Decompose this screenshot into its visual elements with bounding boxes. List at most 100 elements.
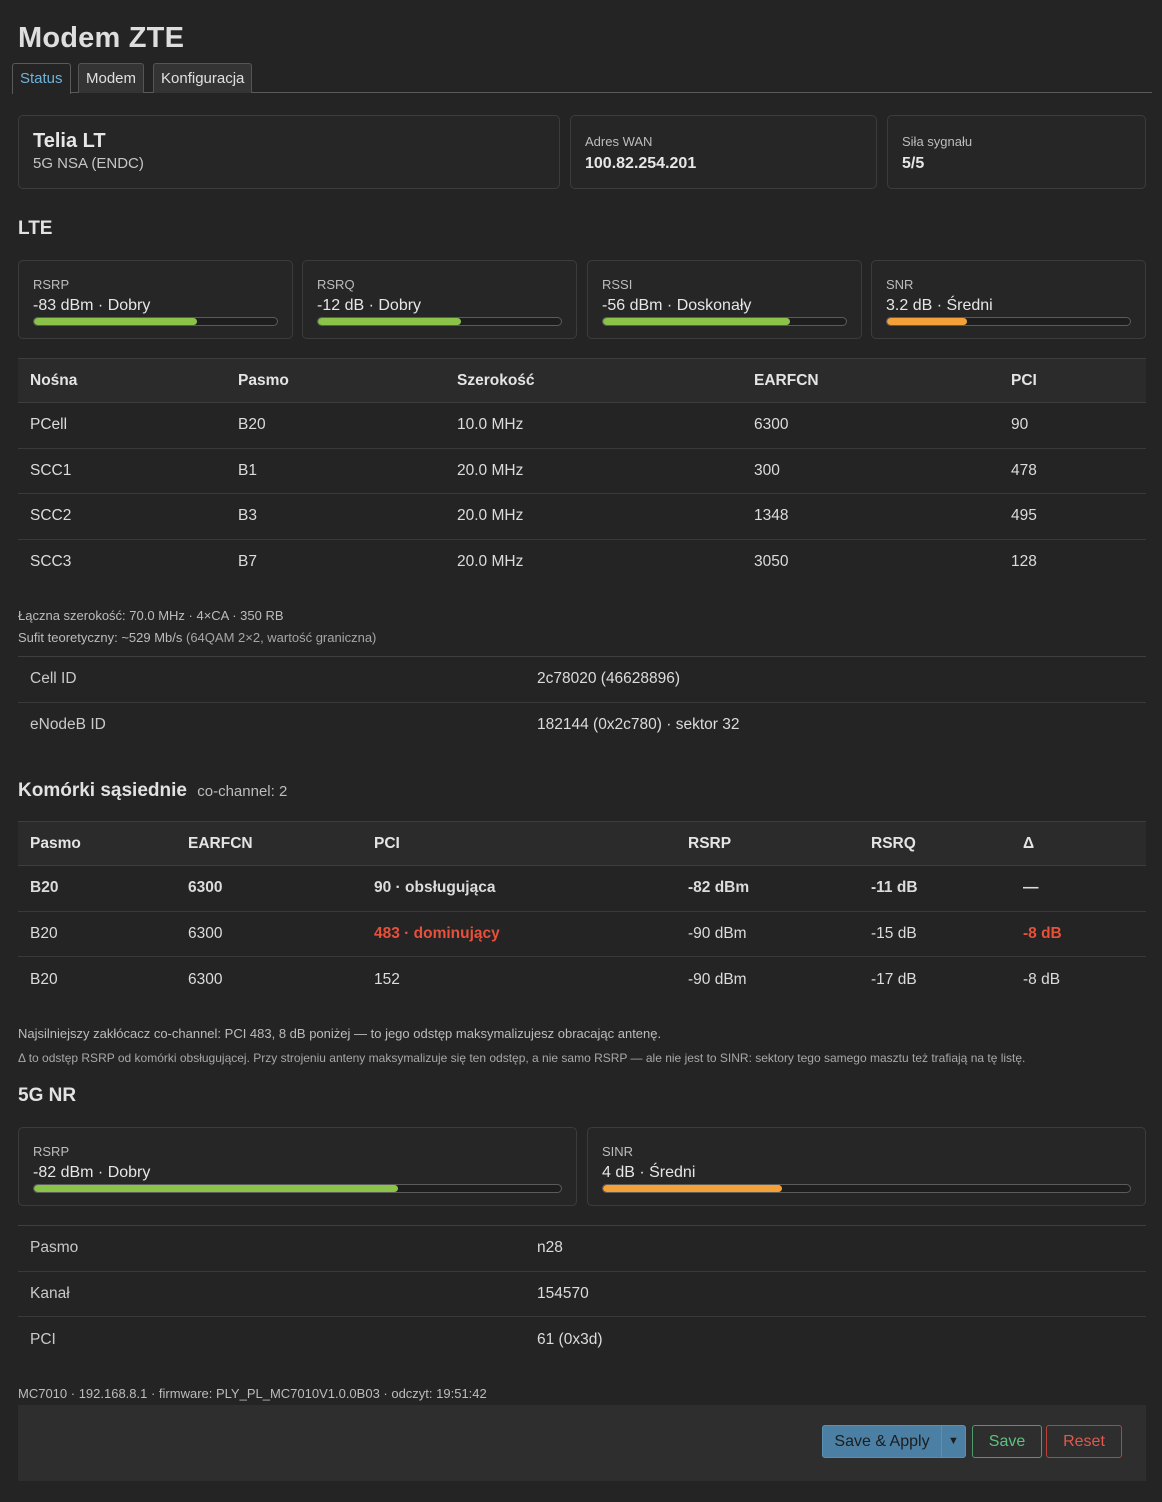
table-row: SCC2 B3 20.0 MHz 1348 495 xyxy=(18,493,1146,540)
table-cell: 20.0 MHz xyxy=(457,553,524,570)
table-cell: 10.0 MHz xyxy=(445,402,742,449)
table-header-row: Nośna Pasmo Szerokość EARFCN PCI xyxy=(18,358,1146,403)
table-cell: SCC2 xyxy=(18,493,226,540)
table-cell: -90 dBm xyxy=(688,970,747,988)
table-cell: 478 xyxy=(999,448,1146,494)
page-title: Modem ZTE xyxy=(18,22,185,54)
info-label: eNodeB ID xyxy=(30,716,106,733)
table-cell: 3050 xyxy=(754,553,789,570)
table-row: PCell B20 10.0 MHz 6300 90 xyxy=(18,402,1146,449)
table-cell: -82 dBm xyxy=(676,865,859,912)
reset-button[interactable]: Reset xyxy=(1046,1425,1122,1458)
save-apply-dropdown-button[interactable]: ▼ xyxy=(941,1425,966,1458)
table-cell: 90 · obsługująca xyxy=(362,865,676,912)
table-cell: B20 xyxy=(226,402,445,449)
table-cell: SCC3 xyxy=(30,553,72,570)
table-cell: 6300 xyxy=(176,865,362,912)
delta-explanation-note: Δ to odstęp RSRP od komórki obsługującej… xyxy=(18,1051,1026,1065)
tab-modem[interactable]: Modem xyxy=(78,63,145,93)
table-cell: 483 · dominujący xyxy=(362,911,676,957)
device-footer-info: MC7010 · 192.168.8.1 · firmware: PLY_PL_… xyxy=(18,1386,487,1401)
table-row: B20 6300 152 -90 dBm -17 dB -8 dB xyxy=(18,957,1146,1003)
carrier-table: Nośna Pasmo Szerokość EARFCN PCI PCell B… xyxy=(18,358,1146,585)
neighbor-cells-table: Pasmo EARFCN PCI RSRP RSRQ Δ B20 6300 90… xyxy=(18,821,1146,1002)
co-channel-count: co-channel: 2 xyxy=(197,783,288,800)
lte-section-title: LTE xyxy=(18,218,53,239)
ceiling-detail: (64QAM 2×2, wartość graniczna) xyxy=(182,630,377,645)
table-cell: B7 xyxy=(238,553,257,570)
nr-rsrp-meter: RSRP -82 dBm · Dobry xyxy=(18,1127,577,1206)
tab-status[interactable]: Status xyxy=(12,63,71,94)
wan-value: 100.82.254.201 xyxy=(585,155,697,172)
meter-bar xyxy=(602,317,847,326)
action-bar: Save & Apply ▼ Save Reset xyxy=(18,1405,1146,1481)
meter-value: -56 dBm · Doskonały xyxy=(602,297,752,314)
info-row: Pasmo n28 xyxy=(18,1225,1146,1272)
info-row: Cell ID 2c78020 (46628896) xyxy=(18,656,1146,703)
column-header: Szerokość xyxy=(445,358,742,403)
meter-value: 4 dB · Średni xyxy=(602,1164,696,1181)
table-header-row: Pasmo EARFCN PCI RSRP RSRQ Δ xyxy=(18,821,1146,866)
column-header: Pasmo xyxy=(226,358,445,403)
info-row: PCI 61 (0x3d) xyxy=(18,1317,1146,1363)
table-row: SCC3 B7 20.0 MHz 3050 128 xyxy=(18,539,1146,585)
table-cell: 128 xyxy=(1011,553,1037,570)
tab-konfiguracja[interactable]: Konfiguracja xyxy=(153,63,253,93)
table-row-serving: B20 6300 90 · obsługująca -82 dBm -11 dB… xyxy=(18,865,1146,912)
table-cell: — xyxy=(1011,865,1146,912)
operator-card: Telia LT 5G NSA (ENDC) xyxy=(18,115,560,189)
meter-label: SNR xyxy=(886,277,914,292)
lte-snr-meter: SNR 3.2 dB · Średni xyxy=(871,260,1146,339)
table-cell: -17 dB xyxy=(871,970,917,988)
total-bandwidth-note: Łączna szerokość: 70.0 MHz · 4×CA · 350 … xyxy=(18,608,284,623)
neighbors-title: Komórki sąsiednie xyxy=(18,780,187,801)
meter-fill xyxy=(603,1185,783,1192)
meter-fill xyxy=(603,318,791,325)
table-cell: 152 xyxy=(374,970,400,988)
column-header: PCI xyxy=(999,358,1146,403)
lte-rssi-meter: RSSI -56 dBm · Doskonały xyxy=(587,260,862,339)
column-header: PCI xyxy=(362,821,676,866)
meter-value: 3.2 dB · Średni xyxy=(886,297,993,314)
tab-bar: Status Modem Konfiguracja xyxy=(12,63,1152,94)
table-cell: B20 xyxy=(30,970,58,988)
table-cell: -8 dB xyxy=(1011,911,1146,957)
table-cell: -90 dBm xyxy=(676,911,859,957)
table-cell: B3 xyxy=(226,493,445,540)
chevron-down-icon: ▼ xyxy=(948,1435,959,1447)
save-apply-button[interactable]: Save & Apply xyxy=(822,1425,942,1458)
table-cell: 6300 xyxy=(742,402,999,449)
info-value: 154570 xyxy=(525,1271,1146,1317)
info-value: 182144 (0x2c780) · sektor 32 xyxy=(537,716,740,733)
strongest-interferer-note: Najsilniejszy zakłócacz co-channel: PCI … xyxy=(18,1026,662,1041)
table-cell: 6300 xyxy=(188,970,223,988)
meter-label: RSSI xyxy=(602,277,633,292)
save-button[interactable]: Save xyxy=(972,1425,1042,1458)
meter-bar xyxy=(33,317,278,326)
meter-label: RSRQ xyxy=(317,277,355,292)
operator-name: Telia LT xyxy=(33,130,106,152)
info-value: 61 (0x3d) xyxy=(537,1330,603,1348)
signal-value: 5/5 xyxy=(902,155,925,172)
table-row: SCC1 B1 20.0 MHz 300 478 xyxy=(18,448,1146,494)
column-header: RSRQ xyxy=(859,821,1011,866)
info-row: Kanał 154570 xyxy=(18,1271,1146,1317)
ceiling-text: Sufit teoretyczny: ~529 Mb/s xyxy=(18,630,183,645)
signal-card: Siła sygnału 5/5 xyxy=(887,115,1146,189)
table-cell: -15 dB xyxy=(859,911,1011,957)
table-cell: 6300 xyxy=(176,911,362,957)
meter-label: RSRP xyxy=(33,1144,70,1159)
neighbors-section-title: Komórki sąsiednie co-channel: 2 xyxy=(18,780,287,802)
table-cell: 90 xyxy=(999,402,1146,449)
table-cell: 1348 xyxy=(742,493,999,540)
table-cell: PCell xyxy=(18,402,226,449)
lte-rsrq-meter: RSRQ -12 dB · Dobry xyxy=(302,260,577,339)
nr-info-table: Pasmo n28 Kanał 154570 PCI 61 (0x3d) xyxy=(18,1225,1146,1362)
nr-sinr-meter: SINR 4 dB · Średni xyxy=(587,1127,1146,1206)
info-row: eNodeB ID 182144 (0x2c780) · sektor 32 xyxy=(18,702,1146,748)
info-label: Kanał xyxy=(18,1271,525,1317)
meter-value: -83 dBm · Dobry xyxy=(33,297,151,314)
meter-fill xyxy=(34,1185,398,1192)
info-value: 2c78020 (46628896) xyxy=(525,656,1146,703)
table-cell: 300 xyxy=(742,448,999,494)
